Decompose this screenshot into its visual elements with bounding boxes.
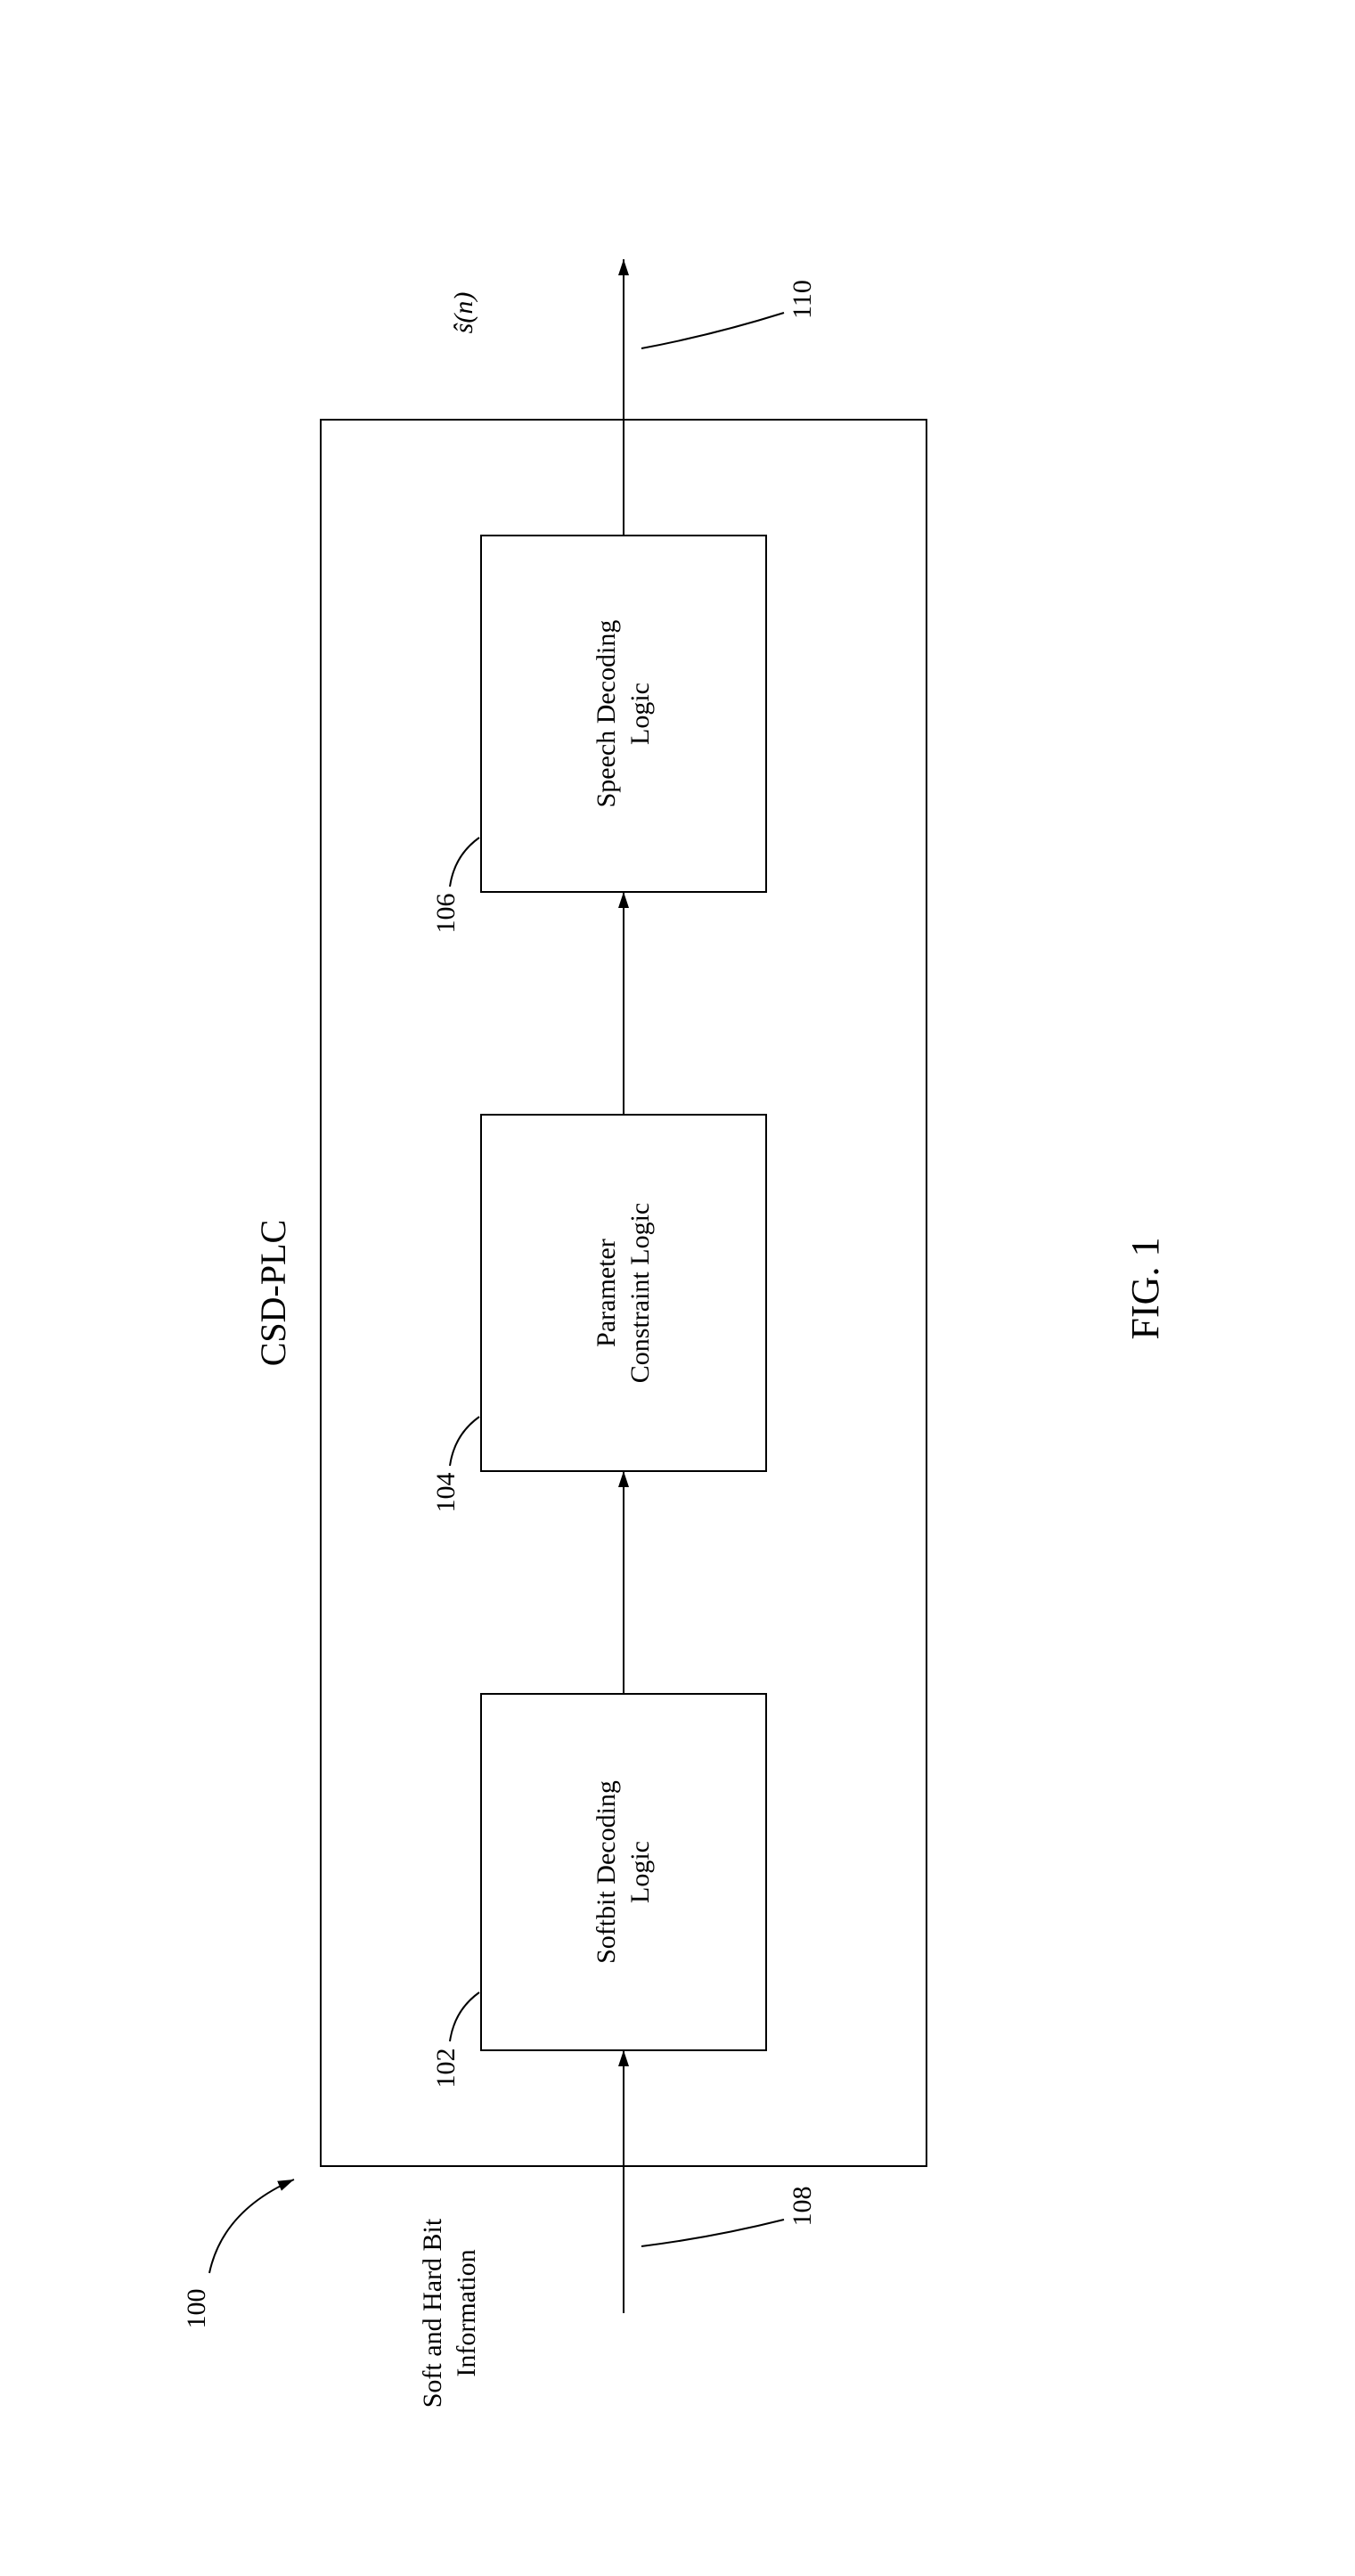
constraint-block: [481, 1115, 766, 1471]
softbit-line1: Softbit Decoding: [592, 1780, 621, 1964]
ref-108: 108: [788, 2187, 817, 2227]
figure-label: FIG. 1: [1123, 1238, 1167, 1340]
ref-108-leader: [641, 2220, 784, 2246]
ref-100: 100: [182, 2289, 211, 2329]
ref-106: 106: [431, 894, 461, 934]
ref-110: 110: [788, 280, 817, 319]
ref-110-leader: [641, 313, 784, 348]
constraint-line2: Constraint Logic: [625, 1203, 655, 1383]
output-symbol: ŝ(n): [449, 292, 478, 334]
figure-canvas: CSD-PLC 100 Soft and Hard Bit Informatio…: [0, 0, 1355, 2576]
ref-100-leader: [209, 2179, 294, 2273]
ref-106-leader: [450, 838, 479, 887]
csd-plc-container: [321, 420, 926, 2166]
softbit-block: [481, 1694, 766, 2050]
speech-line1: Speech Decoding: [592, 620, 621, 808]
container-title: CSD-PLC: [253, 1220, 293, 1367]
speech-line2: Logic: [625, 683, 655, 745]
constraint-line1: Parameter: [592, 1239, 621, 1347]
input-label-line1: Soft and Hard Bit: [418, 2218, 447, 2408]
speech-block: [481, 536, 766, 892]
ref-102-leader: [450, 1992, 479, 2041]
softbit-line2: Logic: [625, 1841, 655, 1903]
ref-104: 104: [431, 1473, 461, 1513]
ref-104-leader: [450, 1417, 479, 1466]
ref-102: 102: [431, 2049, 461, 2089]
input-label-line2: Information: [452, 2249, 481, 2376]
